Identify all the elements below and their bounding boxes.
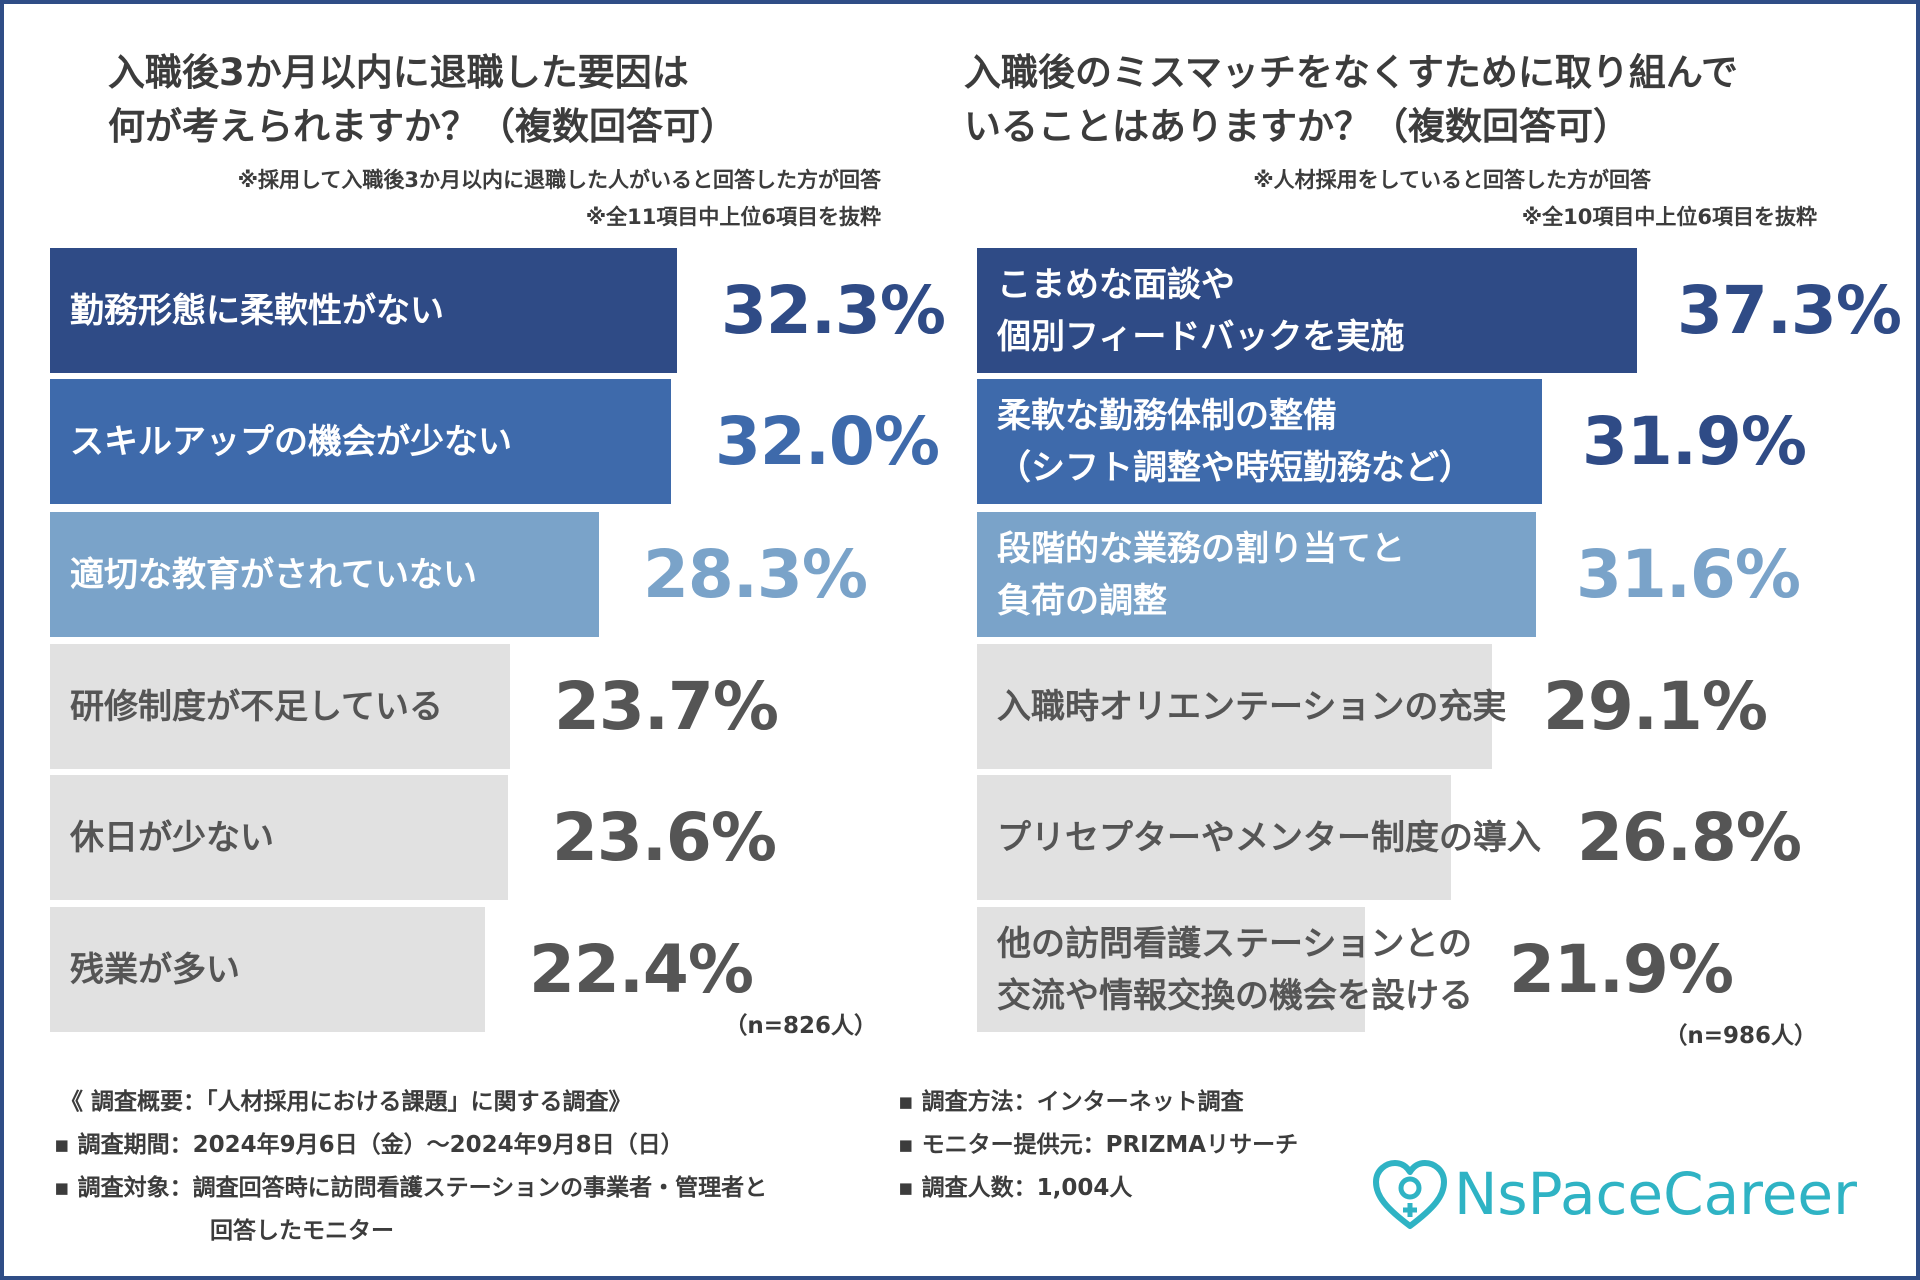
right-chart-title-line-2: いることはありますか？（複数回答可） <box>964 105 1630 148</box>
left-chart-note-2: ※全11項目中上位6項目を抜粋 <box>585 205 881 229</box>
survey-period: ▪ 調査期間：2024年9月6日（金）〜2024年9月8日（日） <box>54 1132 684 1158</box>
chart-bar <box>977 775 1451 900</box>
bar-value-label: 37.3% <box>1677 271 1902 349</box>
right-chart-note-1: ※人材採用をしていると回答した方が回答 <box>1253 168 1651 192</box>
bar-value-label: 22.4% <box>529 930 754 1008</box>
left-chart-sample-size: （n=826人） <box>724 1013 877 1039</box>
monitor-provider: ▪ モニター提供元：PRIZMAリサーチ <box>898 1132 1299 1158</box>
right-chart-title-line-1: 入職後のミスマッチをなくすために取り組んで <box>964 51 1739 94</box>
right-chart-note-2: ※全10項目中上位6項目を抜粋 <box>1521 205 1817 229</box>
bar-category-label: 交流や情報交換の機会を設ける <box>997 975 1473 1016</box>
bar-category-label: 残業が多い <box>70 949 240 990</box>
bar-category-label: 適切な教育がされていない <box>70 554 477 595</box>
heart-logo-icon <box>1373 1160 1447 1229</box>
bar-category-label: 個別フィードバックを実施 <box>997 316 1405 357</box>
chart-bar <box>50 512 599 637</box>
bar-category-label: （シフト調整や時短勤務など） <box>997 447 1473 488</box>
chart-bar <box>977 379 1542 504</box>
bar-category-label: スキルアップの機会が少ない <box>70 421 512 462</box>
bar-category-label: 柔軟な勤務体制の整備 <box>997 395 1337 436</box>
bar-category-label: 勤務形態に柔軟性がない <box>70 290 444 331</box>
bar-value-label: 32.0% <box>715 402 940 480</box>
chart-bar <box>50 644 510 769</box>
bar-category-label: 他の訪問看護ステーションとの <box>997 923 1472 964</box>
chart-bar <box>50 379 671 504</box>
bar-category-label: 段階的な業務の割り当てと <box>997 528 1405 569</box>
chart-bar <box>50 248 677 373</box>
bar-value-label: 32.3% <box>721 271 946 349</box>
bar-category-label: 研修制度が不足している <box>70 686 443 727</box>
bar-value-label: 28.3% <box>643 535 868 613</box>
nspace-career-logo: NsPaceCareer <box>1372 1154 1872 1234</box>
chart-bar <box>977 248 1637 373</box>
survey-overview-heading: 《 調査概要：「人材採用における課題」に関する調査》 <box>60 1089 632 1115</box>
logo-wordmark: NsPaceCareer <box>1454 1160 1857 1228</box>
chart-bar <box>50 907 485 1032</box>
bar-value-label: 23.6% <box>552 798 777 876</box>
chart-bar <box>50 775 508 900</box>
right-chart-sample-size: （n=986人） <box>1664 1023 1817 1049</box>
survey-method: ▪ 調査方法：インターネット調査 <box>898 1089 1244 1115</box>
bar-value-label: 21.9% <box>1509 930 1734 1008</box>
survey-sample-count: ▪ 調査人数：1,004人 <box>898 1175 1133 1201</box>
bar-value-label: 29.1% <box>1543 667 1768 745</box>
survey-target: ▪ 調査対象：調査回答時に訪問看護ステーションの事業者・管理者と <box>54 1175 768 1201</box>
bar-value-label: 23.7% <box>554 667 779 745</box>
left-chart-note-1: ※採用して入職後3か月以内に退職した人がいると回答した方が回答 <box>237 168 881 192</box>
bar-category-label: 休日が少ない <box>70 817 274 858</box>
chart-bar <box>977 907 1365 1032</box>
left-chart-title-line-1: 入職後3か月以内に退職した要因は <box>108 51 689 94</box>
left-chart-panel: 入職後3か月以内に退職した要因は 何が考えられますか？（複数回答可） ※採用して… <box>4 4 964 1064</box>
bar-value-label: 31.9% <box>1582 402 1807 480</box>
chart-bar <box>977 512 1536 637</box>
left-chart-title-line-2: 何が考えられますか？（複数回答可） <box>108 105 737 148</box>
right-chart-panel: 入職後のミスマッチをなくすために取り組んで いることはありますか？（複数回答可）… <box>964 4 1920 1064</box>
bar-value-label: 31.6% <box>1576 535 1801 613</box>
survey-target-continued: 回答したモニター <box>210 1218 394 1244</box>
bar-category-label: 入職時オリエンテーションの充実 <box>997 686 1507 727</box>
bar-category-label: プリセプターやメンター制度の導入 <box>997 817 1541 858</box>
chart-bar <box>977 644 1492 769</box>
bar-category-label: こまめな面談や <box>997 264 1235 305</box>
bar-value-label: 26.8% <box>1577 798 1802 876</box>
bar-category-label: 負荷の調整 <box>997 580 1167 621</box>
